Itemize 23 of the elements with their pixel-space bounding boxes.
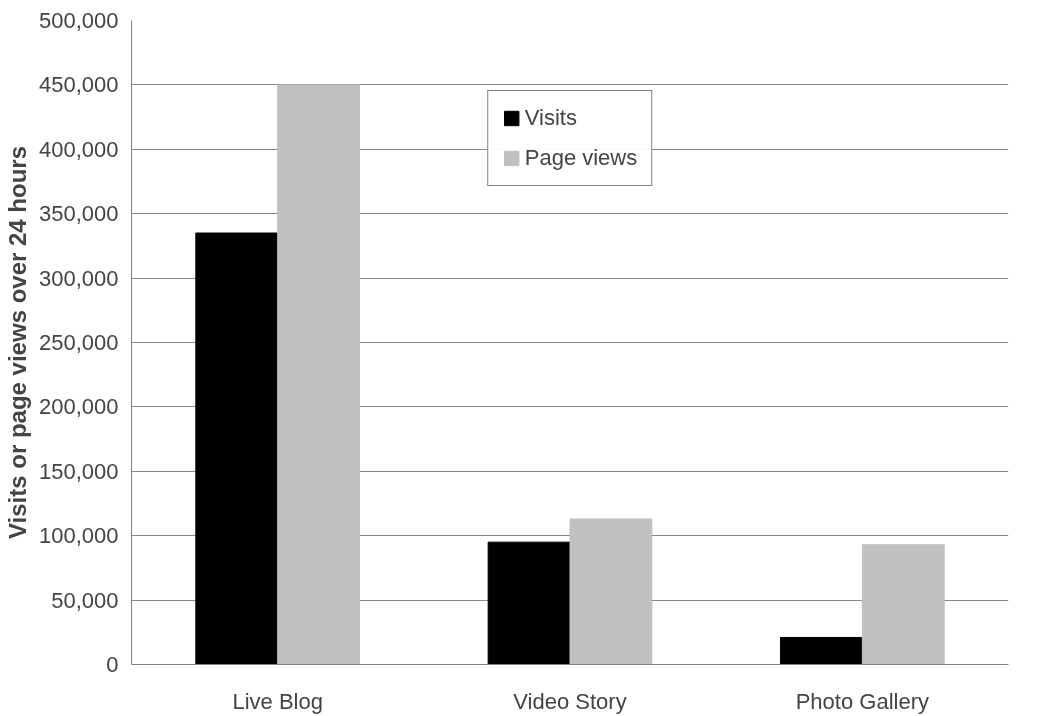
y-tick-label: 150,000	[38, 458, 119, 484]
y-tick-label: 200,000	[38, 394, 119, 420]
y-tick-label: 450,000	[38, 72, 119, 98]
x-tick-label: Video Story	[513, 688, 627, 714]
y-tick-label: 300,000	[38, 265, 119, 291]
y-tick-label: 0	[106, 652, 119, 677]
y-tick-label: 350,000	[38, 201, 119, 227]
y-tick-label: 400,000	[38, 136, 119, 162]
y-axis-title: Visits or page views over 24 hours	[3, 145, 31, 540]
bar	[569, 518, 653, 665]
legend-label: Visits	[524, 105, 577, 131]
bar	[779, 636, 863, 665]
bar	[277, 84, 361, 665]
bar	[195, 232, 279, 665]
legend-label: Page views	[524, 145, 638, 171]
bar	[861, 544, 945, 665]
x-tick-label: Live Blog	[232, 688, 323, 714]
bar	[487, 541, 571, 665]
y-tick-label: 50,000	[51, 587, 119, 613]
y-tick-label: 100,000	[38, 523, 119, 549]
x-tick-label: Photo Gallery	[795, 688, 929, 714]
y-tick-label: 250,000	[38, 330, 119, 355]
y-tick-label: 500,000	[38, 8, 119, 33]
